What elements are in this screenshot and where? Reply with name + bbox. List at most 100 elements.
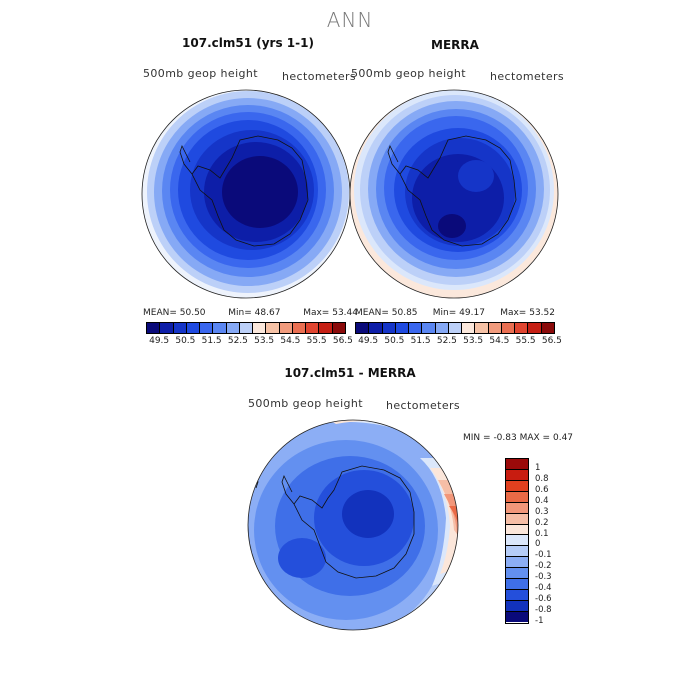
- colorbar-tick-label: 49.5: [358, 336, 379, 346]
- colorbar-swatch: [541, 323, 554, 333]
- colorbar-swatch: [369, 323, 383, 333]
- diff-panel-variable-label: 500mb geop height: [248, 397, 364, 410]
- panel-1-min-value: 48.67: [254, 308, 281, 318]
- colorbar-swatch: [501, 323, 516, 333]
- diff-min-label: MIN =: [463, 433, 491, 443]
- colorbar-swatch: [292, 323, 307, 333]
- panel-1-min-label: Min=: [228, 308, 252, 318]
- colorbar-tick-label: 55.5: [515, 336, 536, 346]
- colorbar-swatch: [506, 459, 528, 470]
- colorbar-tick-label: 49.5: [149, 336, 170, 346]
- panel-1-max-value: 53.44: [332, 308, 358, 318]
- colorbar-swatch: [462, 323, 476, 333]
- colorbar-swatch: [147, 323, 161, 333]
- colorbar-swatch: [506, 491, 528, 503]
- antarctica-outline: [293, 465, 415, 579]
- colorbar-tick-label: -0.4: [535, 583, 552, 594]
- panel-1-colorbar-ticks: 49.5 50.5 51.5 52.5 53.5 54.5 55.5 56.5: [146, 336, 356, 346]
- panel-2-mean-label: MEAN=: [355, 308, 389, 318]
- diff-panel-title: 107.clm51 - MERRA: [284, 366, 416, 380]
- colorbar-swatch: [306, 323, 320, 333]
- colorbar-tick-label: 54.5: [280, 336, 301, 346]
- panel-1-stats: MEAN= 50.50 Min= 48.67 Max= 53.44: [143, 308, 358, 318]
- diff-max-label: MAX =: [519, 433, 551, 443]
- panel-1-max-label: Max=: [303, 308, 330, 318]
- colorbar-swatch: [475, 323, 489, 333]
- panel-1-mean-value: 50.50: [179, 308, 206, 318]
- colorbar-tick-label: 52.5: [227, 336, 248, 346]
- colorbar-swatch: [409, 323, 423, 333]
- colorbar-swatch: [253, 323, 267, 333]
- panel-1-mean-label: MEAN=: [143, 308, 177, 318]
- panel-2-units-label: hectometers: [490, 70, 565, 83]
- colorbar-swatch: [506, 480, 528, 492]
- colorbar-tick-label: 51.5: [201, 336, 222, 346]
- diff-max-value: 0.47: [552, 433, 574, 443]
- colorbar-swatch: [239, 323, 254, 333]
- colorbar-swatch: [488, 323, 502, 333]
- colorbar-tick-label: -1: [535, 616, 544, 626]
- colorbar-tick-label: 50.5: [384, 336, 405, 346]
- panel-2-colorbar-ticks: 49.5 50.5 51.5 52.5 53.5 54.5 55.5 56.5: [355, 336, 565, 346]
- colorbar-tick-label: -0.6: [535, 594, 552, 605]
- antarctica-outline: [399, 135, 517, 247]
- colorbar-tick-label: 54.5: [489, 336, 510, 346]
- colorbar-swatch: [506, 513, 528, 525]
- colorbar-tick-label: 51.5: [410, 336, 431, 346]
- colorbar-swatch: [279, 323, 293, 333]
- panel-1-units-label: hectometers: [282, 70, 357, 83]
- colorbar-tick-label: 50.5: [175, 336, 196, 346]
- diff-colorbar: [505, 458, 529, 624]
- diff-min-value: -0.83: [493, 433, 517, 443]
- colorbar-swatch: [515, 323, 529, 333]
- colorbar-swatch: [506, 502, 528, 514]
- colorbar-tick-label: 0.3: [535, 506, 549, 517]
- diff-panel-units-label: hectometers: [386, 399, 461, 412]
- colorbar-swatch: [528, 323, 542, 333]
- diff-colorbar-ticks: 1 0.8 0.6 0.4 0.3 0.2 0.1 0 -0.1 -0.2 -0.3 -0.4 -0.6…: [535, 458, 575, 626]
- panel-2-min-label: Min=: [432, 308, 457, 318]
- colorbar-swatch: [160, 323, 174, 333]
- colorbar-swatch: [506, 469, 528, 481]
- colorbar-tick-label: 53.5: [254, 336, 275, 346]
- colorbar-tick-label: 56.5: [541, 336, 562, 346]
- colorbar-swatch: [382, 323, 396, 333]
- colorbar-swatch: [506, 524, 528, 536]
- colorbar-tick-label: 53.5: [463, 336, 484, 346]
- colorbar-swatch: [506, 611, 528, 622]
- colorbar-tick-label: 1: [535, 462, 541, 473]
- colorbar-swatch: [506, 600, 528, 612]
- panel-2-max-value: 53.52: [529, 308, 555, 318]
- panel-2-mean-value: 50.85: [391, 308, 418, 318]
- colorbar-swatch: [506, 535, 528, 547]
- colorbar-swatch: [395, 323, 410, 333]
- figure-title: ANN: [326, 8, 374, 32]
- panel-1-variable-label: 500mb geop height: [143, 67, 259, 80]
- colorbar-swatch: [266, 323, 280, 333]
- colorbar-tick-label: 0.1: [535, 528, 549, 539]
- colorbar-swatch: [173, 323, 187, 333]
- panel-2-stats: MEAN= 50.85 Min= 49.17 Max= 53.52: [355, 308, 555, 318]
- antarctica-outline: [191, 135, 309, 247]
- colorbar-tick-label: 56.5: [332, 336, 353, 346]
- panel-2-colorbar: [355, 322, 555, 334]
- colorbar-tick-label: -0.2: [535, 561, 552, 572]
- colorbar-tick-label: 0.6: [535, 484, 549, 495]
- colorbar-tick-label: 0.4: [535, 495, 549, 506]
- colorbar-swatch: [506, 557, 528, 569]
- panel-2-max-label: Max=: [500, 308, 527, 318]
- colorbar-tick-label: 0.8: [535, 473, 549, 484]
- panel-2-title: MERRA: [431, 38, 479, 52]
- panel-2-polar-map: [349, 89, 559, 299]
- panel-2-variable-label: 500mb geop height: [351, 67, 467, 80]
- panel-1-title: 107.clm51 (yrs 1-1): [182, 36, 314, 50]
- colorbar-swatch: [448, 323, 463, 333]
- colorbar-swatch: [506, 546, 528, 558]
- colorbar-tick-label: -0.1: [535, 550, 552, 561]
- panel-1-polar-map: [141, 89, 351, 299]
- panel-2-min-value: 49.17: [459, 308, 485, 318]
- colorbar-tick-label: -0.8: [535, 605, 552, 616]
- diff-panel-polar-map: [247, 419, 459, 631]
- colorbar-swatch: [200, 323, 214, 333]
- colorbar-swatch: [506, 568, 528, 580]
